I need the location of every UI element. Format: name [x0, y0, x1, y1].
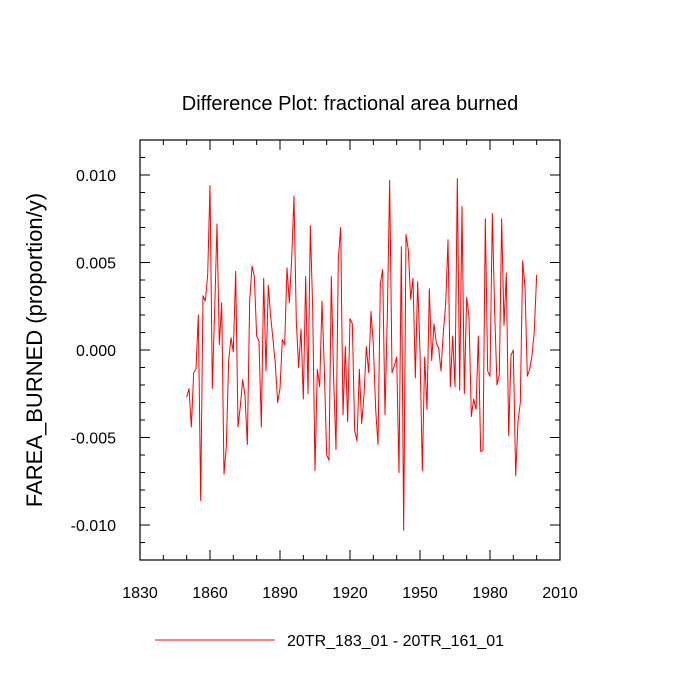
y-tick-label: 0.010: [76, 168, 116, 185]
y-tick-label: -0.005: [71, 431, 116, 448]
x-tick-label: 1920: [332, 585, 368, 602]
y-axis-label: FAREA_BURNED (proportion/y): [22, 193, 47, 507]
x-tick-label: 1860: [192, 585, 228, 602]
x-tick-label: 1950: [402, 585, 438, 602]
x-tick-label: 1890: [262, 585, 298, 602]
y-tick-label: 0.000: [76, 343, 116, 360]
series-line: [186, 178, 538, 531]
legend-label: 20TR_183_01 - 20TR_161_01: [287, 633, 504, 650]
x-tick-label: 1980: [472, 585, 508, 602]
chart-title: Difference Plot: fractional area burned: [182, 93, 519, 115]
plot-frame: [139, 139, 561, 561]
y-tick-label: 0.005: [76, 256, 116, 273]
y-tick-label: -0.010: [71, 518, 116, 535]
data-series: [186, 178, 538, 531]
axis-ticks: [139, 140, 561, 560]
x-tick-label: 2010: [542, 585, 578, 602]
x-tick-label: 1830: [122, 585, 158, 602]
legend: 20TR_183_01 - 20TR_161_01: [155, 633, 504, 650]
axis-tick-labels: 1830 1860 1890 1920 1950 1980 2010 -0.010 -0.005…: [71, 168, 578, 602]
